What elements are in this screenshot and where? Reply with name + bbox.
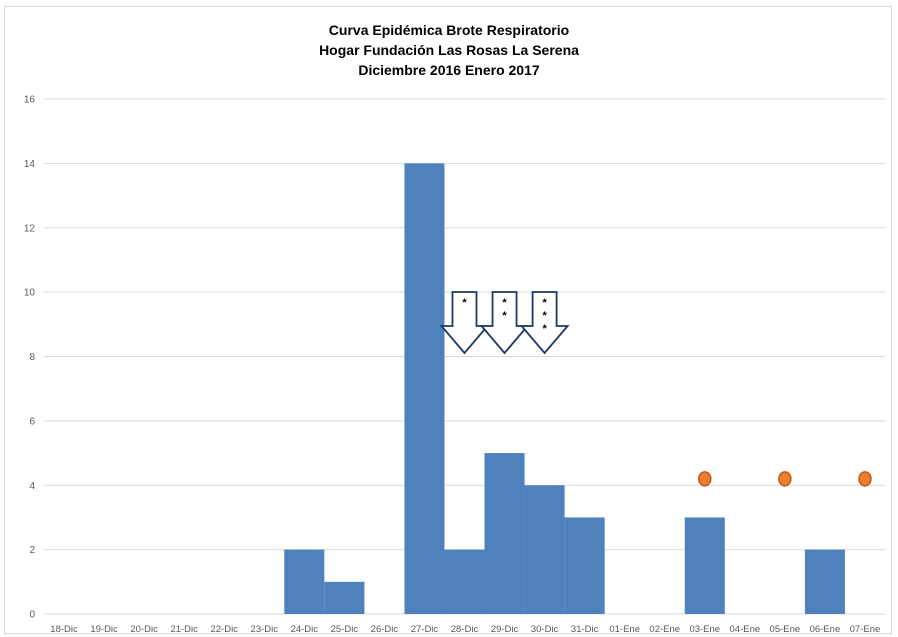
- arrow-annotation-label: *: [502, 297, 507, 309]
- bar: [484, 453, 525, 614]
- y-tick-label: 2: [29, 545, 35, 556]
- y-tick-label: 4: [29, 481, 35, 492]
- markers: [698, 471, 872, 487]
- chart-title-line-3: Diciembre 2016 Enero 2017: [358, 62, 540, 78]
- bars: [284, 163, 845, 614]
- x-tick-label: 27-Dic: [411, 624, 439, 635]
- x-tick-label: 22-Dic: [210, 624, 238, 635]
- bar: [284, 549, 325, 614]
- x-tick-label: 23-Dic: [251, 624, 279, 635]
- x-tick-label: 28-Dic: [451, 624, 479, 635]
- marker: [858, 471, 872, 487]
- x-tick-label: 25-Dic: [331, 624, 359, 635]
- x-tick-label: 24-Dic: [291, 624, 319, 635]
- x-tick-label: 30-Dic: [531, 624, 559, 635]
- x-tick-label: 04-Ene: [730, 624, 761, 635]
- x-tick-label: 21-Dic: [170, 624, 198, 635]
- down-arrow-icon: *: [439, 291, 490, 355]
- bar: [564, 517, 605, 614]
- x-tick-label: 20-Dic: [130, 624, 158, 635]
- y-tick-label: 8: [29, 352, 35, 363]
- chart-title-line-1: Curva Epidémica Brote Respiratorio: [328, 22, 570, 38]
- x-tick-label: 05-Ene: [770, 624, 801, 635]
- x-tick-label: 18-Dic: [50, 624, 78, 635]
- arrow-annotations: * *****: [439, 291, 570, 355]
- arrow-annotation-label: *: [542, 297, 547, 309]
- bar: [324, 581, 365, 614]
- arrow-annotation-label: *: [542, 310, 547, 322]
- arrow-annotation-label: *: [502, 310, 507, 322]
- x-tick-label: 06-Ene: [810, 624, 841, 635]
- x-tick-label: 02-Ene: [649, 624, 680, 635]
- y-tick-label: 6: [29, 416, 35, 427]
- y-tick-label: 16: [24, 95, 36, 106]
- x-tick-label: 19-Dic: [90, 624, 118, 635]
- down-arrow-icon: **: [479, 291, 530, 355]
- chart-title-line-2: Hogar Fundación Las Rosas La Serena: [319, 42, 579, 58]
- x-tick-label: 31-Dic: [571, 624, 599, 635]
- x-tick-label: 29-Dic: [491, 624, 519, 635]
- bar: [684, 517, 725, 614]
- chart-border: [4, 6, 892, 634]
- marker: [698, 471, 712, 487]
- y-tick-label: 10: [24, 288, 36, 299]
- y-tick-label: 12: [24, 223, 36, 234]
- x-tick-label: 01-Ene: [609, 624, 640, 635]
- y-tick-label: 14: [24, 159, 36, 170]
- bar: [804, 549, 845, 614]
- chart-title: Curva Epidémica Brote Respiratorio Hogar…: [0, 20, 898, 80]
- arrow-annotation-label: *: [462, 297, 467, 309]
- x-axis-ticks: 18-Dic 19-Dic 20-Dic 21-Dic 22-Dic 23-Dic 24-D…: [50, 624, 880, 635]
- down-arrow-icon: ***: [519, 291, 570, 355]
- bar: [524, 485, 565, 614]
- x-tick-label: 03-Ene: [689, 624, 720, 635]
- y-tick-label: 0: [29, 610, 35, 621]
- arrow-annotation-label: *: [542, 323, 547, 335]
- grid-lines: [44, 98, 885, 615]
- y-axis-ticks: 0 2 4 6 8 10 12 14 16: [24, 95, 36, 621]
- bar: [404, 163, 445, 614]
- bar: [444, 549, 485, 614]
- x-tick-label: 07-Ene: [850, 624, 881, 635]
- marker: [778, 471, 792, 487]
- x-tick-label: 26-Dic: [371, 624, 399, 635]
